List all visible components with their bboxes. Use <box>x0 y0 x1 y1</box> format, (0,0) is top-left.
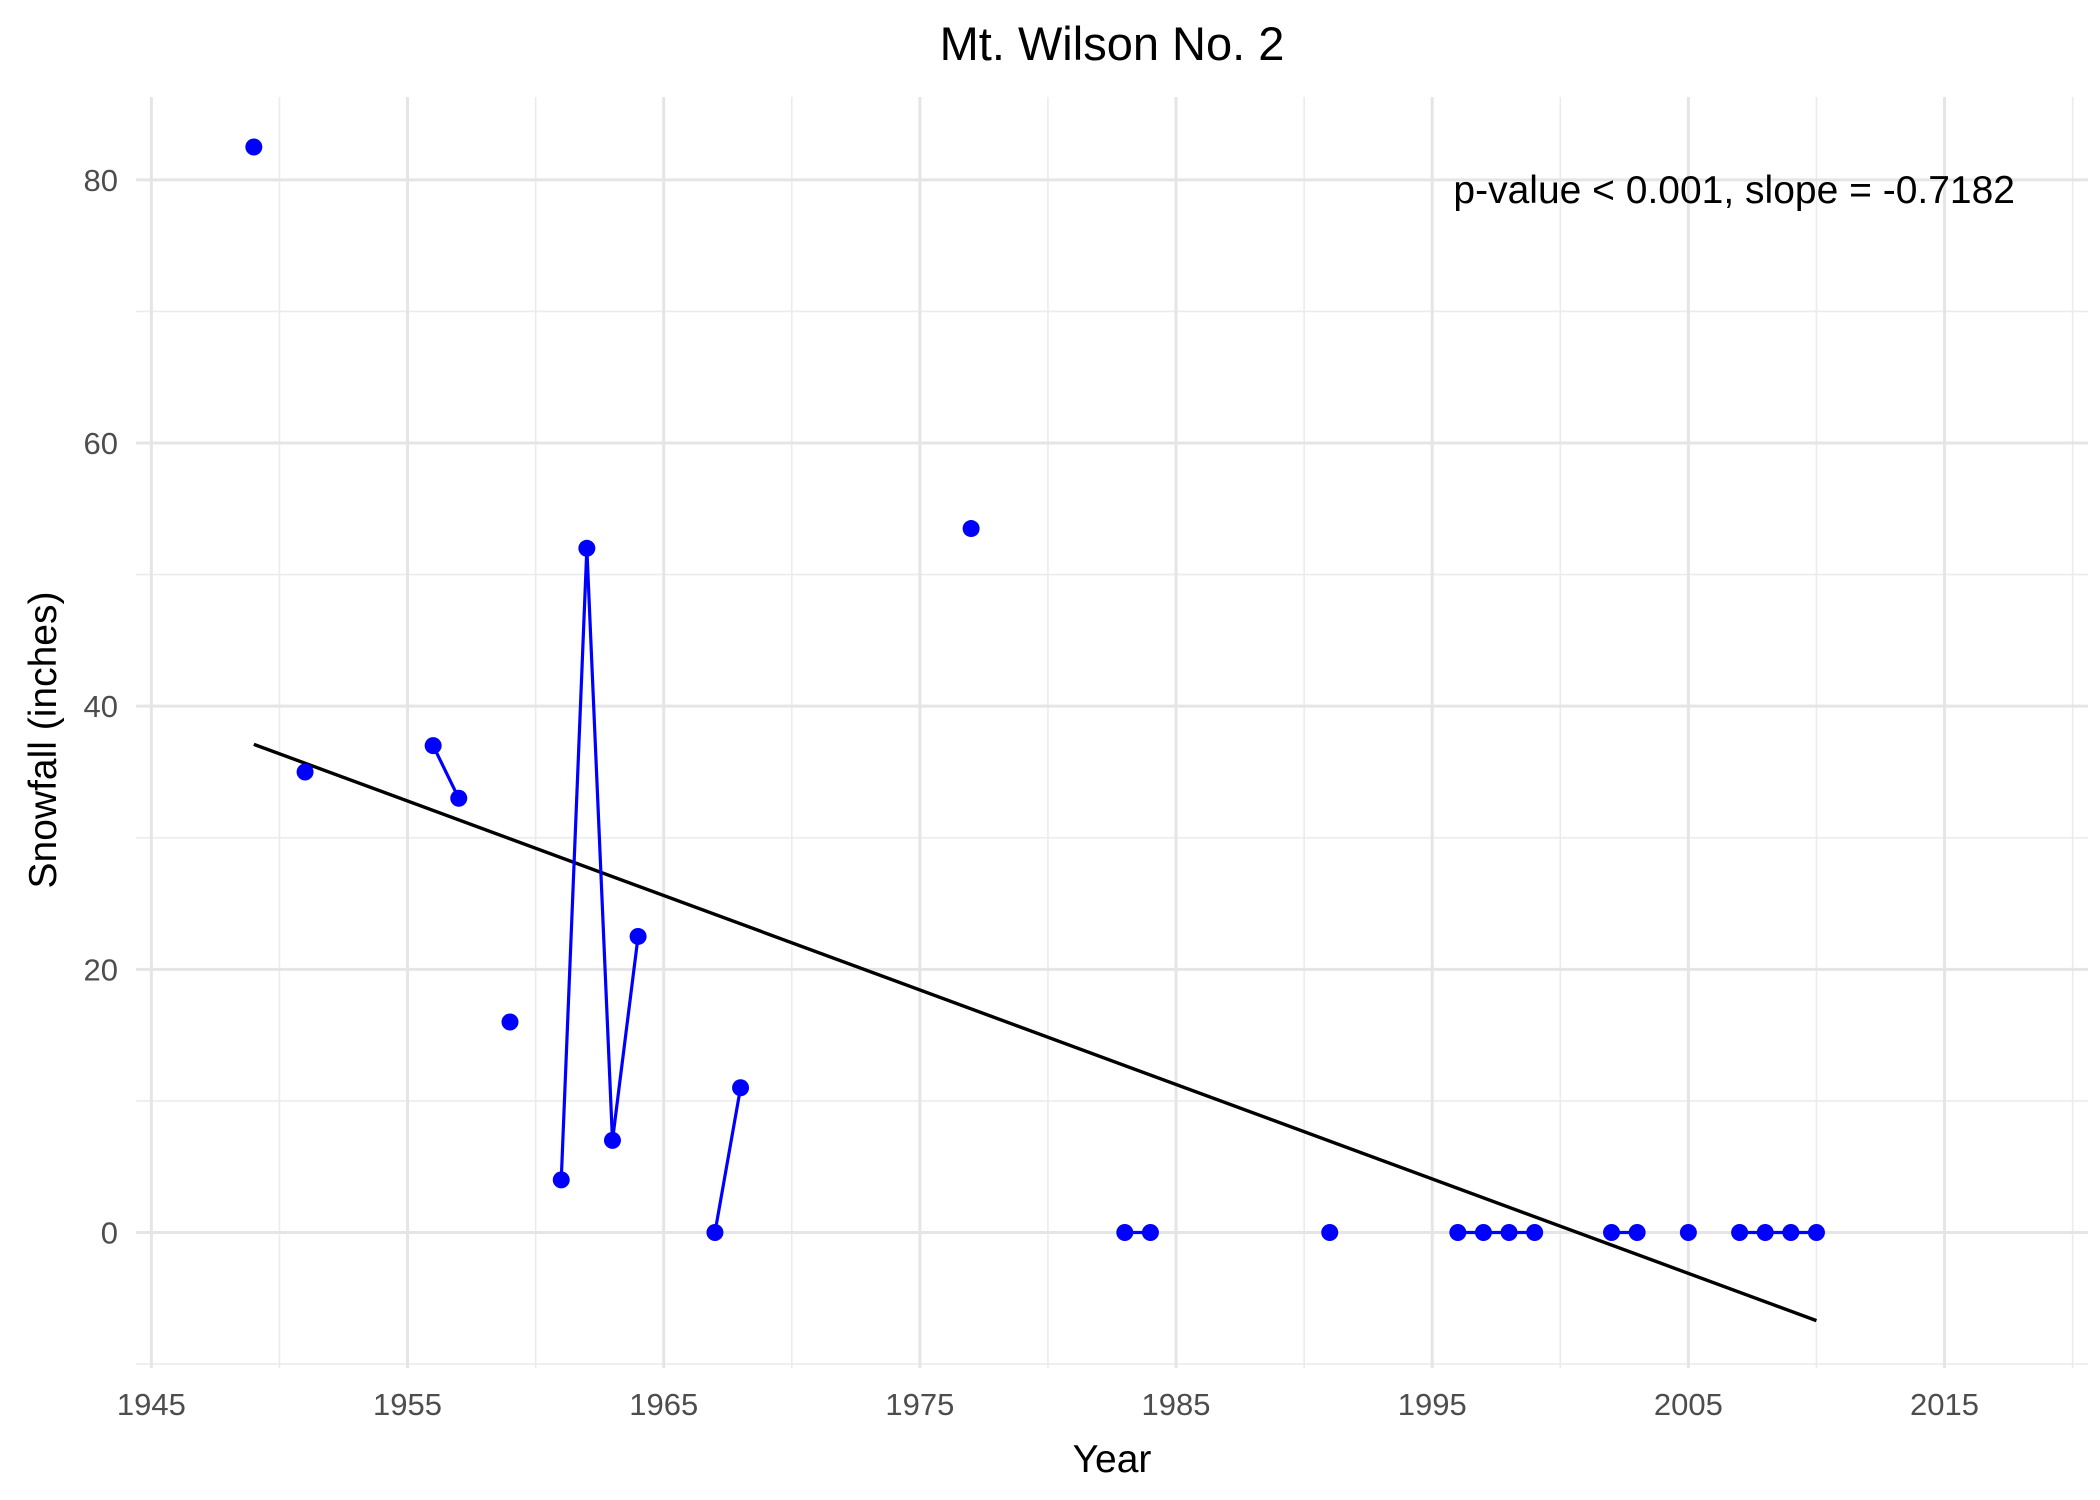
x-tick-label: 1965 <box>629 1387 698 1422</box>
data-point <box>1141 1223 1159 1241</box>
x-tick-label: 1955 <box>373 1387 442 1422</box>
data-point <box>1756 1223 1774 1241</box>
series-line-segment <box>610 936 640 1141</box>
series-group <box>245 138 1825 1241</box>
data-point <box>1679 1223 1697 1241</box>
data-point <box>1116 1223 1134 1241</box>
trend-line <box>253 742 1818 1323</box>
trend-line-group <box>253 742 1818 1323</box>
x-tick-label: 1945 <box>117 1387 186 1422</box>
minor-gridlines <box>136 97 2088 1368</box>
x-tick-label: 1975 <box>885 1387 954 1422</box>
x-tick-label: 2005 <box>1654 1387 1723 1422</box>
data-point <box>962 520 980 538</box>
data-point <box>245 138 263 156</box>
data-point <box>1782 1223 1800 1241</box>
data-point <box>578 539 596 557</box>
data-point <box>552 1171 570 1189</box>
y-tick-label: 20 <box>84 952 118 987</box>
data-point <box>732 1079 750 1097</box>
y-tick-label: 60 <box>84 426 118 461</box>
y-tick-labels: 0 20 40 60 80 <box>84 163 118 1251</box>
y-tick-label: 80 <box>84 163 118 198</box>
x-tick-label: 1985 <box>1142 1387 1211 1422</box>
data-point <box>1731 1223 1749 1241</box>
stats-annotation: p-value < 0.001, slope = -0.7182 <box>1453 169 2015 212</box>
x-tick-labels: 1945 1955 1965 1975 1985 1995 2005 2015 <box>117 1387 1979 1422</box>
y-axis-title: Snowfall (inches) <box>22 592 65 889</box>
data-point <box>1474 1223 1492 1241</box>
data-point <box>424 737 442 755</box>
data-point <box>1526 1223 1544 1241</box>
x-tick-label: 1995 <box>1398 1387 1467 1422</box>
data-point <box>1500 1223 1518 1241</box>
data-point <box>603 1131 621 1149</box>
data-point <box>450 789 468 807</box>
y-tick-label: 40 <box>84 689 118 724</box>
major-gridlines <box>136 97 2088 1368</box>
y-tick-label: 0 <box>101 1215 118 1250</box>
chart-title: Mt. Wilson No. 2 <box>940 17 1285 70</box>
data-point <box>501 1013 519 1031</box>
x-axis-title: Year <box>1073 1438 1152 1481</box>
data-point <box>296 763 314 781</box>
series-line-segment <box>559 548 589 1180</box>
series-line-segment <box>585 548 615 1141</box>
data-point <box>1628 1223 1646 1241</box>
data-point <box>1807 1223 1825 1241</box>
data-point <box>1321 1223 1339 1241</box>
x-tick-label: 2015 <box>1910 1387 1979 1422</box>
data-point <box>629 927 647 945</box>
data-point <box>1603 1223 1621 1241</box>
data-point <box>1449 1223 1467 1241</box>
series-line-segment <box>431 744 461 799</box>
series-line-segment <box>713 1087 743 1233</box>
data-point <box>706 1223 724 1241</box>
